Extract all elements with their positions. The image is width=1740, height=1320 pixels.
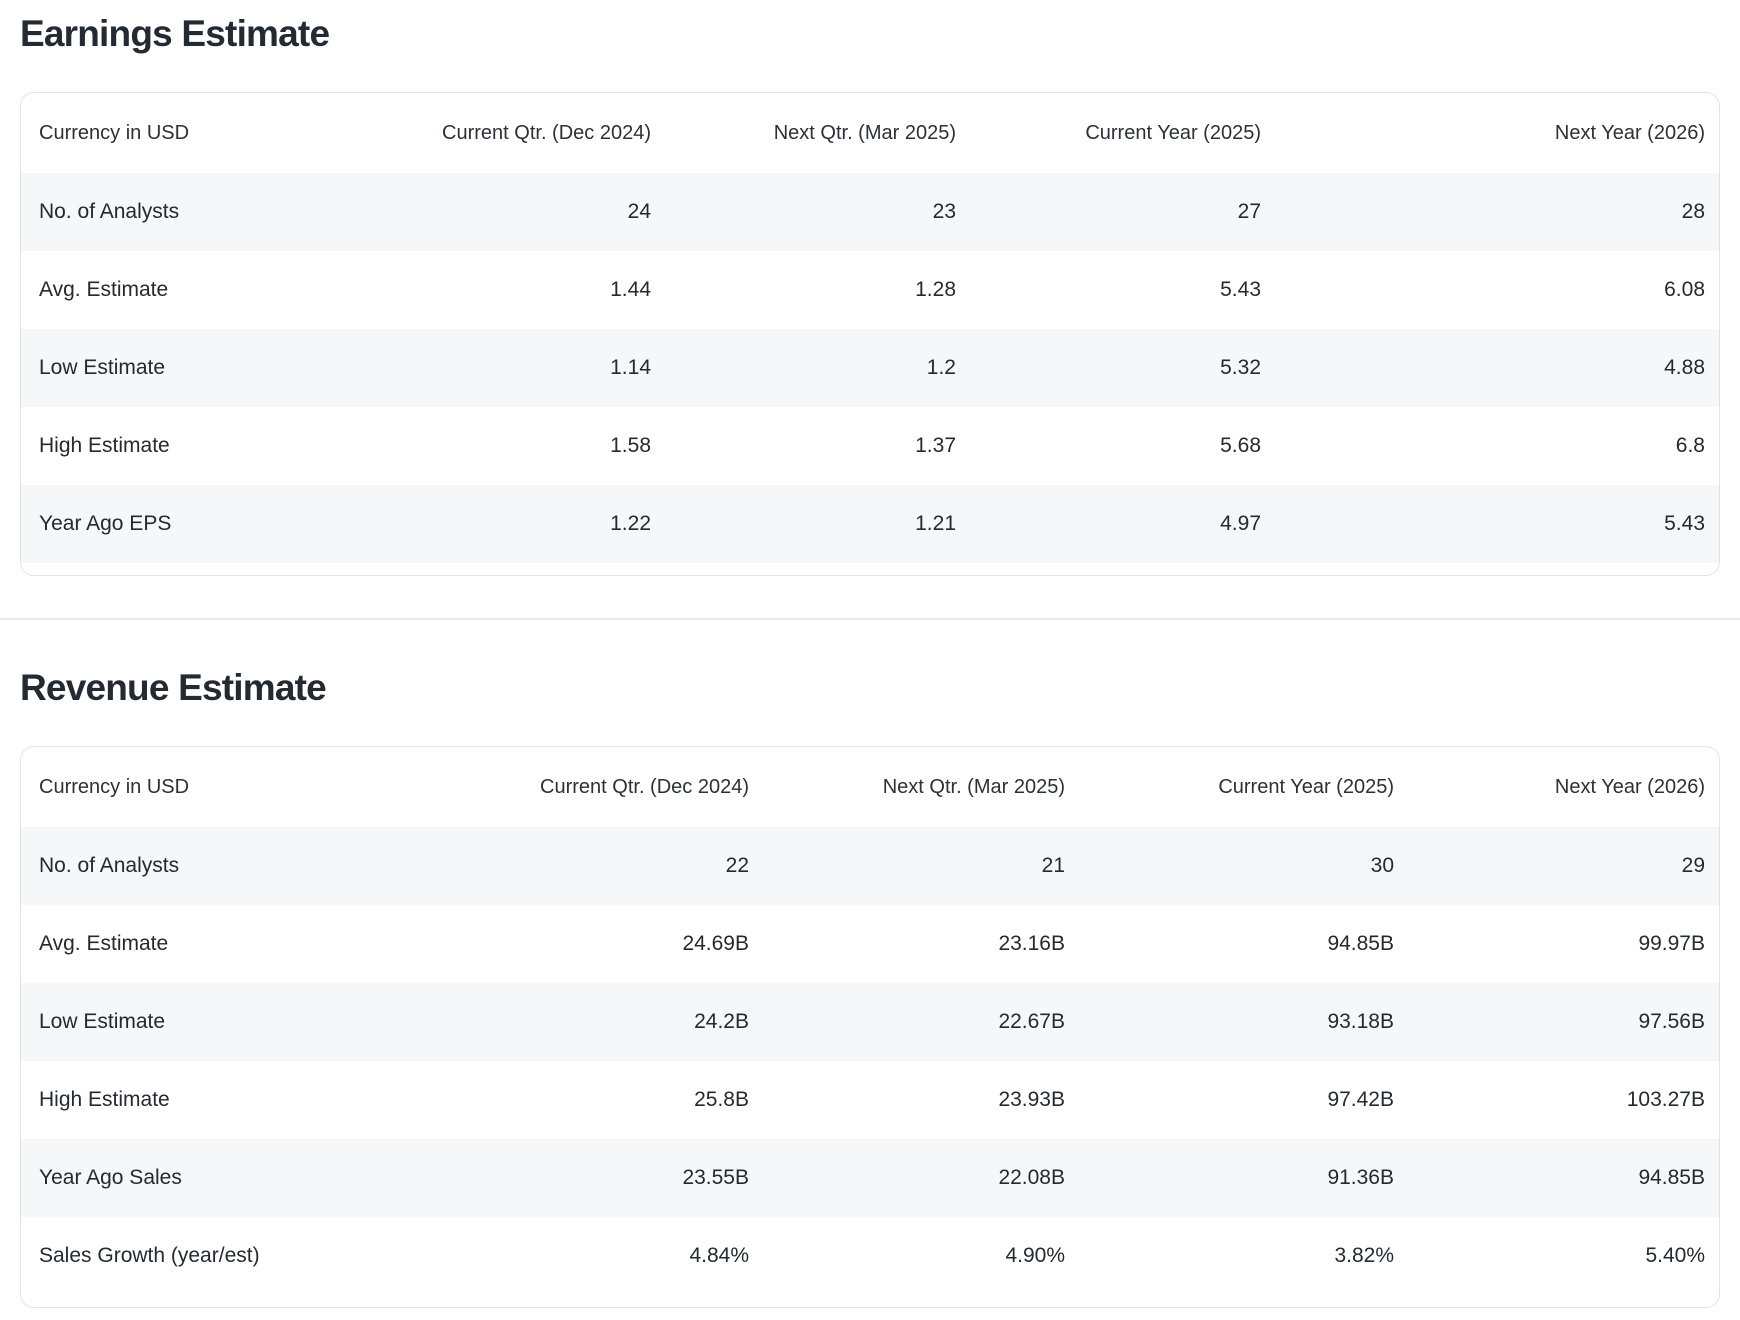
cell-value: 5.43 <box>1220 278 1261 301</box>
cell-value: 94.85B <box>1327 932 1394 955</box>
cell-value: 23.16B <box>998 932 1065 955</box>
cell-value: 1.14 <box>610 356 651 379</box>
row-label: Low Estimate <box>39 356 166 379</box>
cell-value: 28 <box>1681 200 1705 223</box>
earnings-estimate-card: Currency in USD Current Qtr. (Dec 2024) … <box>20 92 1720 576</box>
cell-value: 27 <box>1237 200 1261 223</box>
cell-value: 5.32 <box>1220 356 1261 379</box>
cell-value: 30 <box>1370 854 1394 877</box>
cell-value: 22.08B <box>998 1166 1065 1189</box>
table-header-row: Currency in USD Current Qtr. (Dec 2024) … <box>21 747 1719 827</box>
column-header-current-year: Current Year (2025) <box>1085 121 1261 144</box>
cell-value: 23 <box>932 200 956 223</box>
cell-value: 1.44 <box>610 278 651 301</box>
cell-value: 99.97B <box>1638 932 1705 955</box>
row-label: Avg. Estimate <box>39 932 169 955</box>
row-label: High Estimate <box>39 434 170 457</box>
column-header-current-qtr: Current Qtr. (Dec 2024) <box>442 121 651 144</box>
cell-value: 1.21 <box>915 512 956 535</box>
column-header-currency: Currency in USD <box>39 121 190 144</box>
cell-value: 23.55B <box>682 1166 749 1189</box>
cell-value: 4.90% <box>1005 1244 1065 1267</box>
column-header-currency: Currency in USD <box>39 775 190 798</box>
revenue-estimate-card: Currency in USD Current Qtr. (Dec 2024) … <box>20 746 1720 1308</box>
column-header-current-qtr: Current Qtr. (Dec 2024) <box>540 775 749 798</box>
column-header-next-qtr: Next Qtr. (Mar 2025) <box>882 775 1065 798</box>
cell-value: 97.42B <box>1327 1088 1394 1111</box>
cell-value: 23.93B <box>998 1088 1065 1111</box>
cell-value: 5.43 <box>1664 512 1705 535</box>
table-row-low-estimate: Low Estimate 24.2B 22.67B 93.18B 97.56B <box>21 983 1719 1061</box>
earnings-estimate-title: Earnings Estimate <box>20 13 330 54</box>
cell-value: 91.36B <box>1327 1166 1394 1189</box>
table-row-high-estimate: High Estimate 1.58 1.37 5.68 6.8 <box>21 407 1719 485</box>
cell-value: 29 <box>1681 854 1705 877</box>
column-header-next-qtr: Next Qtr. (Mar 2025) <box>773 121 956 144</box>
cell-value: 6.08 <box>1664 278 1705 301</box>
cell-value: 1.37 <box>915 434 956 457</box>
table-row-high-estimate: High Estimate 25.8B 23.93B 97.42B 103.27… <box>21 1061 1719 1139</box>
row-label: Year Ago EPS <box>39 512 172 535</box>
cell-value: 22.67B <box>998 1010 1065 1033</box>
column-header-next-year: Next Year (2026) <box>1554 775 1705 798</box>
table-row-avg-estimate: Avg. Estimate 24.69B 23.16B 94.85B 99.97… <box>21 905 1719 983</box>
revenue-estimate-title: Revenue Estimate <box>20 667 327 708</box>
revenue-estimate-table: Currency in USD Current Qtr. (Dec 2024) … <box>21 747 1719 1295</box>
cell-value: 4.88 <box>1664 356 1705 379</box>
cell-value: 24.2B <box>694 1010 749 1033</box>
cell-value: 25.8B <box>694 1088 749 1111</box>
cell-value: 5.68 <box>1220 434 1261 457</box>
cell-value: 6.8 <box>1675 434 1705 457</box>
cell-value: 24.69B <box>682 932 749 955</box>
column-header-next-year: Next Year (2026) <box>1554 121 1705 144</box>
cell-value: 97.56B <box>1638 1010 1705 1033</box>
cell-value: 103.27B <box>1626 1088 1705 1111</box>
cell-value: 22 <box>725 854 749 877</box>
table-row-no-of-analysts: No. of Analysts 24 23 27 28 <box>21 173 1719 251</box>
row-label: Avg. Estimate <box>39 278 169 301</box>
cell-value: 1.58 <box>610 434 651 457</box>
table-row-low-estimate: Low Estimate 1.14 1.2 5.32 4.88 <box>21 329 1719 407</box>
row-label: Year Ago Sales <box>39 1166 182 1189</box>
row-label: High Estimate <box>39 1088 170 1111</box>
row-label: No. of Analysts <box>39 200 180 223</box>
cell-value: 1.22 <box>610 512 651 535</box>
cell-value: 94.85B <box>1638 1166 1705 1189</box>
cell-value: 5.40% <box>1645 1244 1705 1267</box>
row-label: Low Estimate <box>39 1010 166 1033</box>
table-row-year-ago-sales: Year Ago Sales 23.55B 22.08B 91.36B 94.8… <box>21 1139 1719 1217</box>
row-label: No. of Analysts <box>39 854 180 877</box>
row-label: Sales Growth (year/est) <box>39 1244 260 1267</box>
section-divider <box>0 618 1740 620</box>
cell-value: 24 <box>627 200 651 223</box>
cell-value: 4.84% <box>689 1244 749 1267</box>
table-row-year-ago-eps: Year Ago EPS 1.22 1.21 4.97 5.43 <box>21 485 1719 563</box>
table-row-sales-growth: Sales Growth (year/est) 4.84% 4.90% 3.82… <box>21 1217 1719 1295</box>
cell-value: 4.97 <box>1220 512 1261 535</box>
column-header-current-year: Current Year (2025) <box>1218 775 1394 798</box>
table-row-avg-estimate: Avg. Estimate 1.44 1.28 5.43 6.08 <box>21 251 1719 329</box>
table-row-no-of-analysts: No. of Analysts 22 21 30 29 <box>21 827 1719 905</box>
cell-value: 1.28 <box>915 278 956 301</box>
cell-value: 1.2 <box>926 356 956 379</box>
cell-value: 21 <box>1041 854 1065 877</box>
table-header-row: Currency in USD Current Qtr. (Dec 2024) … <box>21 93 1719 173</box>
earnings-estimate-table: Currency in USD Current Qtr. (Dec 2024) … <box>21 93 1719 563</box>
cell-value: 3.82% <box>1334 1244 1394 1267</box>
cell-value: 93.18B <box>1327 1010 1394 1033</box>
